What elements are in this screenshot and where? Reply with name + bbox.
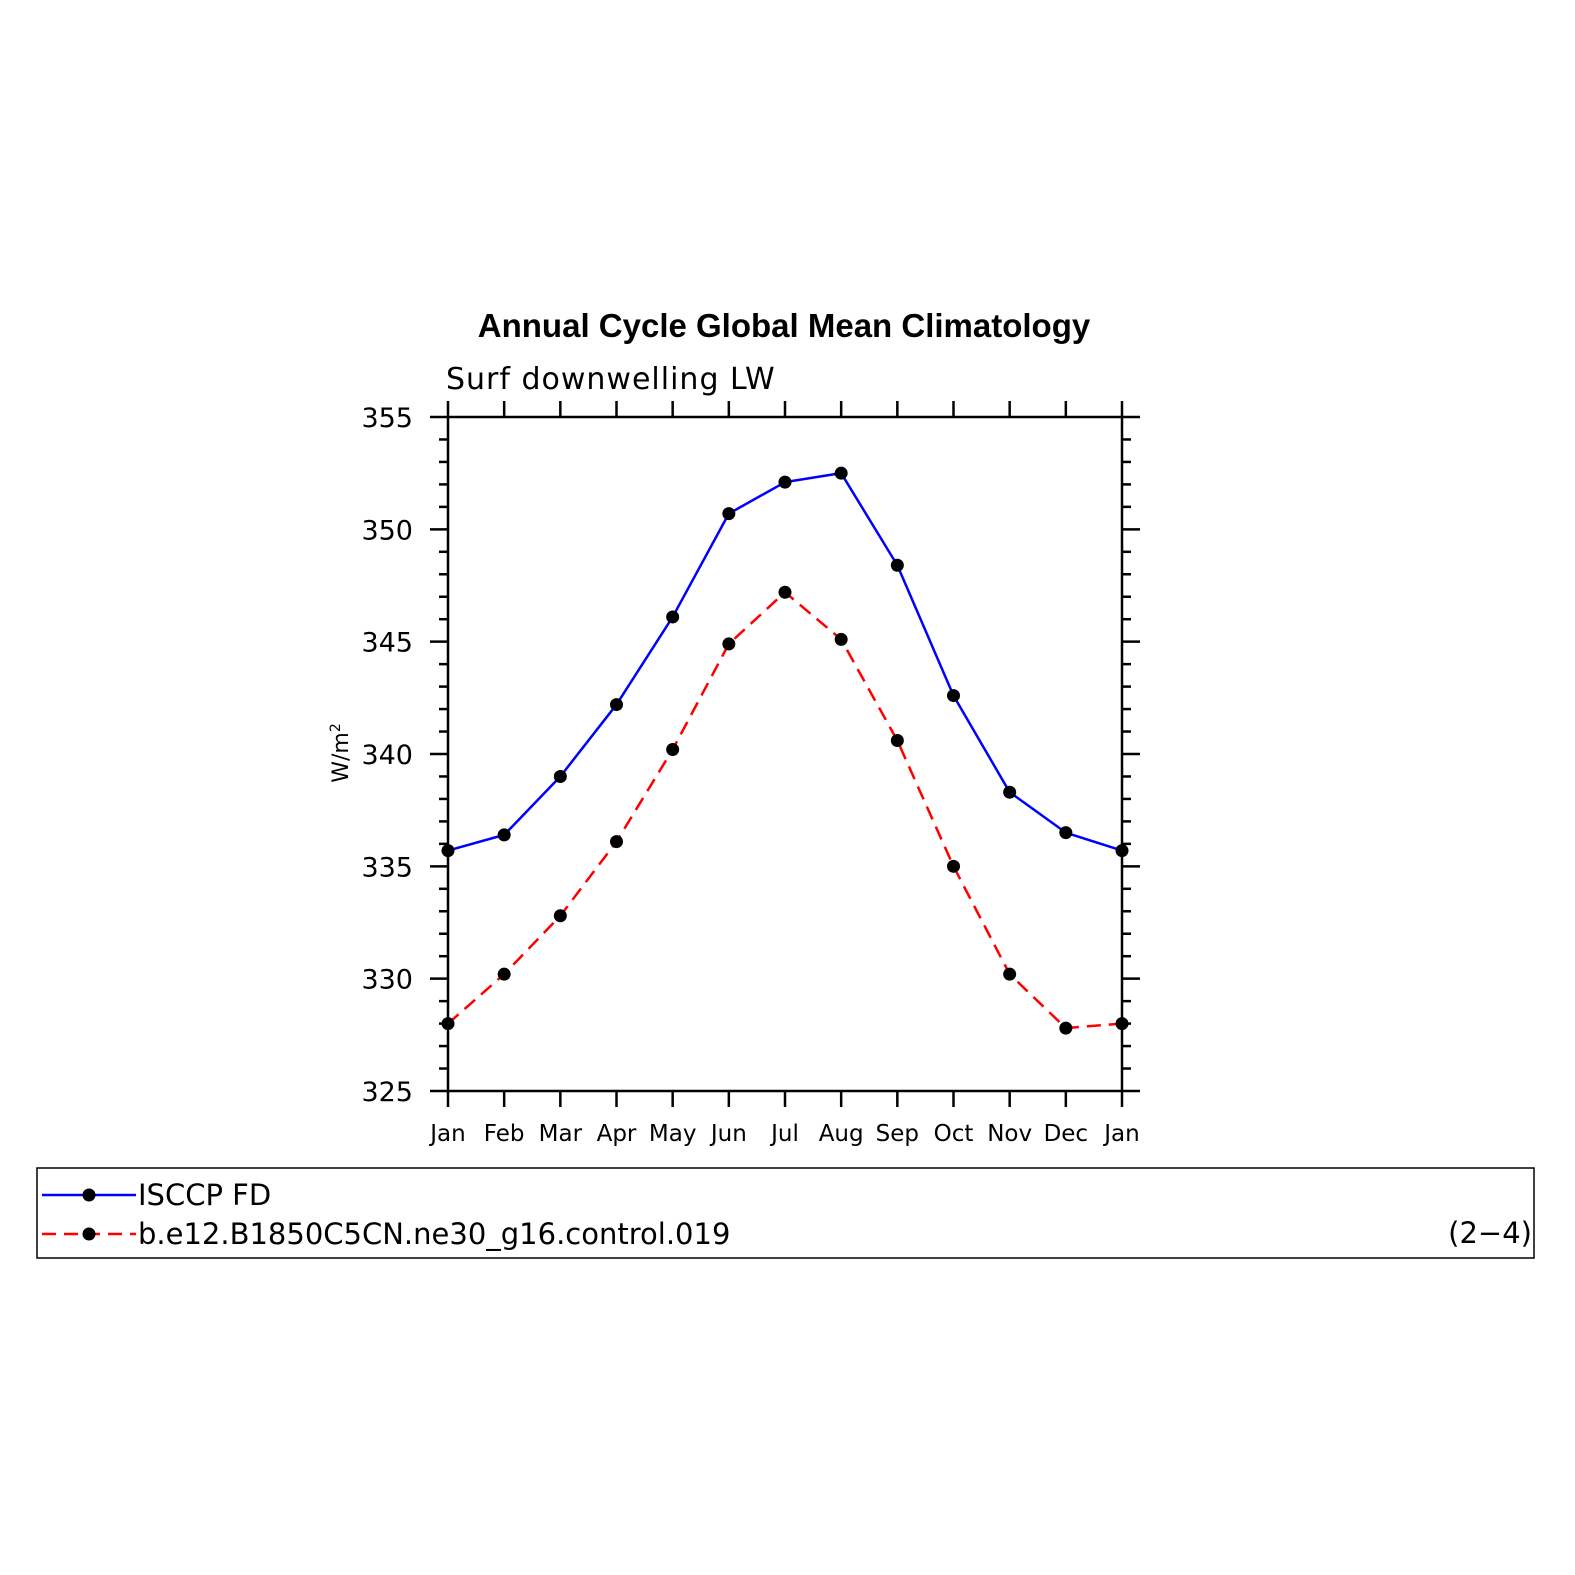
y-tick-label: 355 [361,403,413,434]
y-tick-label: 335 [361,852,413,883]
chart-subtitle: Surf downwelling LW [446,362,776,397]
y-tick-label: 350 [361,515,413,546]
series-1-point [1003,785,1017,799]
x-tick-label: Sep [876,1121,919,1147]
series-2-point [947,859,960,873]
y-tick-label: 325 [361,1077,413,1108]
y-tick-label: 340 [361,740,413,771]
series-1-point [890,558,904,572]
y-tick-label: 330 [361,965,413,996]
series-1-point [947,689,960,703]
x-tick-label: Apr [597,1121,637,1147]
x-tick-label: Oct [934,1121,974,1147]
legend-box [36,1167,1535,1259]
series-line-1 [447,471,1123,852]
series-2-point [1059,1021,1073,1035]
tick-labels-layer: 325 330 335 340 345 350 355 Jan Feb Mar Apr May Jun J… [361,403,1139,1147]
legend-label-2: b.e12.B1850C5CN.ne30_g16.control.019 [138,1217,730,1251]
series-2-point [778,585,792,599]
series-1-point [610,698,623,712]
legend: ISCCP FD b.e12.B1850C5CN.ne30_g16.control… [36,1167,1535,1259]
series-1-point [778,475,792,489]
svg-text:W/m2: W/m2 [328,723,354,783]
x-tick-label: Aug [819,1121,864,1147]
series-2-point [722,637,736,651]
series-1-point [666,610,680,624]
x-tick-label: Jun [709,1121,747,1147]
series-line-2 [447,590,1123,1030]
x-tick-label: May [649,1121,697,1147]
x-tick-label: Feb [484,1121,525,1147]
series-1-point [1059,826,1073,840]
plot-frame [446,415,1124,1093]
series-1-point [722,507,736,521]
series-2-point [497,967,511,981]
series-2-point [834,632,848,646]
series-2-point [553,909,567,923]
y-axis-label-text: W/m [329,732,354,783]
y-axis-label-superscript: 2 [328,723,344,732]
x-tick-label: Mar [539,1121,583,1147]
x-tick-label: Jan [1102,1121,1139,1147]
series-1-point [834,466,848,480]
series-2-point [1003,967,1017,981]
series-layer [441,466,1129,1035]
chart-title: Annual Cycle Global Mean Climatology [478,307,1091,344]
y-axis-label: W/m2 [328,723,354,783]
x-tick-label: Jul [769,1121,799,1147]
legend-marker-1 [82,1188,96,1202]
axis-ticks-layer [430,401,1140,1107]
series-1-point [497,828,511,842]
series-2-point [890,734,904,748]
x-tick-label: Dec [1044,1121,1089,1147]
legend-marker-2 [82,1227,96,1241]
panel-label: (2−4) [1448,1216,1532,1250]
legend-label-1: ISCCP FD [138,1178,271,1212]
series-2-point [610,835,623,849]
series-2-point [666,743,680,757]
series-1-point [553,769,567,783]
y-tick-label: 345 [361,628,413,659]
x-tick-label: Jan [428,1121,465,1147]
x-tick-label: Nov [987,1121,1032,1147]
